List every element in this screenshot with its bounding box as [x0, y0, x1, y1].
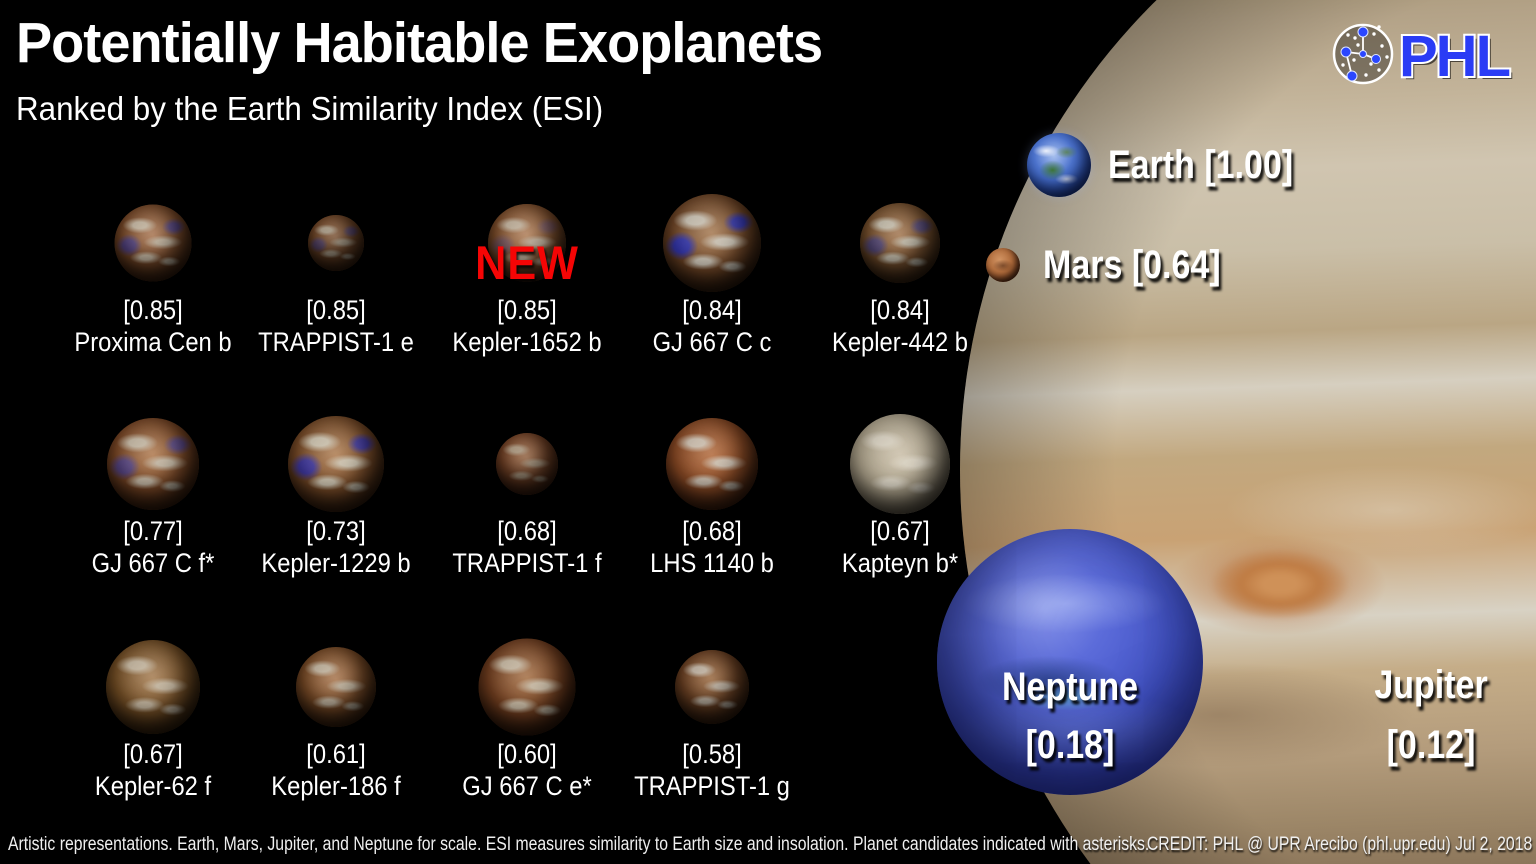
- planet-name: TRAPPIST-1 e: [258, 327, 414, 357]
- mars-label: Mars [0.64]: [1043, 243, 1221, 287]
- phl-logo: PHL PHL: [1330, 12, 1530, 99]
- jupiter-esi: [0.12]: [1386, 723, 1476, 767]
- planet-card-kapteyn-b: [0.67] Kapteyn b*: [807, 392, 993, 578]
- planet-name: GJ 667 C e*: [462, 771, 592, 801]
- planet-card-trappist-1-g: [0.58] TRAPPIST-1 g: [619, 615, 805, 801]
- neptune-image: [937, 529, 1203, 795]
- planet-sphere-kepler-1229-b: [288, 416, 384, 512]
- planet-card-kepler-1229-b: [0.73] Kepler-1229 b: [243, 392, 429, 578]
- planet-card-lhs-1140-b: [0.68] LHS 1140 b: [619, 392, 805, 578]
- esi-value: [0.58]: [682, 739, 742, 769]
- planet-sphere-kepler-1652-b: [488, 204, 566, 282]
- great-red-spot: [1210, 548, 1350, 620]
- page-title: Potentially Habitable Exoplanets: [16, 11, 823, 75]
- esi-value: [0.85]: [306, 295, 366, 325]
- neptune-label: Neptune: [1002, 665, 1138, 709]
- planet-card-trappist-1-f: [0.68] TRAPPIST-1 f: [434, 392, 620, 578]
- planet-sphere-gj-667-c-e: [478, 638, 576, 736]
- esi-value: [0.68]: [682, 516, 742, 546]
- planet-card-kepler-1652-b: NEW [0.85] Kepler-1652 b: [434, 171, 620, 357]
- esi-value: [0.67]: [870, 516, 930, 546]
- planet-sphere-kepler-62-f: [106, 640, 200, 734]
- footer-credit: CREDIT: PHL @ UPR Arecibo (phl.upr.edu) …: [1146, 834, 1532, 855]
- esi-value: [0.68]: [497, 516, 557, 546]
- planet-sphere-gj-667-c-f: [107, 418, 199, 510]
- planet-card-kepler-442-b: [0.84] Kepler-442 b: [807, 171, 993, 357]
- planet-card-kepler-62-f: [0.67] Kepler-62 f: [60, 615, 246, 801]
- esi-value: [0.73]: [306, 516, 366, 546]
- planet-name: Kepler-442 b: [831, 327, 969, 357]
- planet-name: Kepler-186 f: [271, 771, 401, 801]
- planet-name: Proxima Cen b: [74, 327, 232, 357]
- planet-sphere-proxima-cen-b: [114, 204, 192, 282]
- planet-card-proxima-cen-b: [0.85] Proxima Cen b: [60, 171, 246, 357]
- planet-name: Kepler-62 f: [94, 771, 212, 801]
- svg-text:PHL: PHL: [1402, 27, 1513, 92]
- page-subtitle: Ranked by the Earth Similarity Index (ES…: [16, 90, 604, 127]
- planet-name: LHS 1140 b: [650, 548, 774, 578]
- planet-sphere-trappist-1-e: [308, 215, 364, 271]
- planet-card-gj-667-c-f: [0.77] GJ 667 C f*: [60, 392, 246, 578]
- esi-value: [0.84]: [682, 295, 742, 325]
- neptune-esi: [0.18]: [1025, 723, 1115, 767]
- earth-image: [1027, 133, 1091, 197]
- earth-label: Earth [1.00]: [1108, 143, 1294, 187]
- planet-name: TRAPPIST-1 g: [634, 771, 790, 801]
- planet-name: Kepler-1652 b: [452, 327, 602, 357]
- jupiter-label: Jupiter: [1374, 663, 1488, 707]
- planet-sphere-gj-667-c-c: [663, 194, 761, 292]
- mars-image: [986, 248, 1020, 282]
- planet-sphere-trappist-1-g: [675, 650, 749, 724]
- planet-sphere-kepler-442-b: [860, 203, 940, 283]
- esi-value: [0.85]: [123, 295, 183, 325]
- new-badge: NEW: [475, 236, 579, 289]
- planet-name: Kapteyn b*: [841, 548, 959, 578]
- esi-value: [0.84]: [870, 295, 930, 325]
- esi-value: [0.60]: [497, 739, 557, 769]
- planet-sphere-trappist-1-f: [496, 433, 558, 495]
- planet-sphere-kepler-186-f: [296, 647, 376, 727]
- planet-card-gj-667-c-e: [0.60] GJ 667 C e*: [434, 615, 620, 801]
- planet-name: Kepler-1229 b: [261, 548, 411, 578]
- planet-name: GJ 667 C f*: [91, 548, 215, 578]
- planet-name: TRAPPIST-1 f: [452, 548, 602, 578]
- esi-value: [0.61]: [306, 739, 366, 769]
- planet-sphere-kapteyn-b: [850, 414, 950, 514]
- phl-logo-text: PHL: [1399, 24, 1510, 89]
- esi-value: [0.77]: [123, 516, 183, 546]
- planet-card-gj-667-c-c: [0.84] GJ 667 C c: [619, 171, 805, 357]
- footer-caption: Artistic representations. Earth, Mars, J…: [8, 834, 1150, 855]
- planet-sphere-lhs-1140-b: [666, 418, 758, 510]
- planet-card-trappist-1-e: [0.85] TRAPPIST-1 e: [243, 171, 429, 357]
- esi-value: [0.67]: [123, 739, 183, 769]
- planet-card-kepler-186-f: [0.61] Kepler-186 f: [243, 615, 429, 801]
- esi-value: [0.85]: [497, 295, 557, 325]
- planet-name: GJ 667 C c: [652, 327, 772, 357]
- phl-logo-icon: PHL PHL: [1332, 22, 1515, 92]
